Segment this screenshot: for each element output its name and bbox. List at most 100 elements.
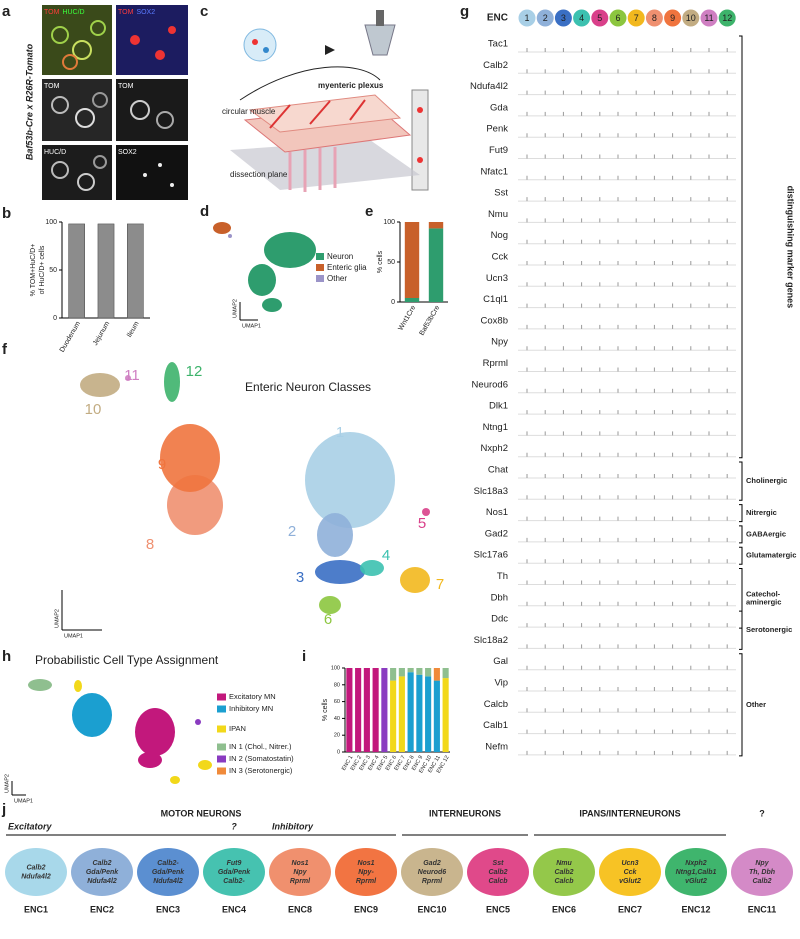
marker-line: Nmu: [556, 860, 572, 867]
y-tick-label: 0: [53, 315, 57, 322]
cluster-label: 12: [186, 363, 203, 380]
class-badge-label: 1: [524, 13, 529, 23]
dissection-plane: [230, 140, 420, 190]
cell: [75, 108, 95, 128]
marker-line: Ntng1,Calb1: [676, 869, 717, 876]
class-cell: [731, 848, 793, 896]
legend-label: Inhibitory MN: [229, 704, 273, 713]
marker-line: Ndufa4l2: [153, 878, 183, 885]
group-bracket: [739, 504, 743, 523]
y-tick-label: 40: [334, 716, 340, 722]
gene-label: Nos1: [486, 507, 508, 518]
cell: [417, 107, 423, 113]
group-label: Nitrergic: [746, 508, 777, 517]
panel-h-umap: [28, 679, 212, 784]
cluster-label: 9: [158, 456, 166, 473]
cluster: [264, 232, 316, 268]
marker-line: Neurod6: [418, 869, 447, 876]
cluster: [305, 432, 395, 528]
umap-axis-label: UMAP1: [14, 798, 33, 804]
cluster: [315, 560, 365, 584]
cluster-label: 3: [296, 569, 304, 586]
umap-axis-label: UMAP1: [64, 633, 83, 639]
gene-label: Slc17a6: [474, 550, 508, 561]
channel-label: HUC/D: [44, 149, 66, 156]
group-label: Cholinergic: [746, 476, 787, 485]
gene-label: Fut9: [489, 145, 508, 156]
cluster: [74, 680, 82, 692]
bar-segment: [425, 668, 432, 677]
group-label: Glutamatergic: [746, 551, 796, 560]
marker-line: Calcb: [554, 878, 574, 885]
y-axis-label: % TOM+HuC/D+: [30, 244, 37, 297]
cell: [92, 92, 108, 108]
legend-swatch: [217, 755, 226, 763]
class-badge: [627, 9, 645, 27]
bar-segment: [425, 676, 432, 752]
class-label: ENC8: [288, 904, 312, 914]
cluster: [213, 222, 231, 234]
panel-letter: b: [2, 205, 11, 222]
cluster: [422, 508, 430, 516]
y-tick-label: 80: [334, 682, 340, 688]
group-bracket: [739, 568, 743, 629]
panel-letter: i: [302, 648, 306, 665]
gene-label: Neurod6: [472, 379, 508, 390]
nucleus: [130, 35, 140, 45]
x-tick-label: Baf53bCre: [419, 304, 442, 337]
sorter: [364, 24, 396, 56]
marker-line: Calb2: [752, 878, 771, 885]
cell: [51, 96, 69, 114]
class-badge: [645, 9, 663, 27]
marker-line: Nos1: [291, 860, 308, 867]
gene-label: Rprml: [483, 358, 508, 369]
gene-label: Vip: [494, 678, 508, 689]
marker-line: Calb2: [92, 860, 111, 867]
group-label: aminergic: [746, 597, 781, 606]
umap-axis-label: UMAP2: [232, 299, 238, 318]
bar: [97, 223, 115, 319]
marker-line: Cck: [624, 869, 638, 876]
cluster: [319, 596, 341, 614]
class-badge: [554, 9, 572, 27]
marker-line: Gda/Penk: [86, 869, 119, 876]
legend-label: IN 2 (Somatostatin): [229, 754, 294, 763]
cluster: [160, 424, 220, 492]
cluster: [170, 776, 180, 784]
bar-segment: [404, 222, 420, 298]
y-tick-label: 50: [49, 267, 57, 274]
gene-label: Chat: [488, 465, 508, 476]
bar-segment: [346, 668, 353, 752]
micrograph: [116, 5, 188, 75]
subgroup-header: Inhibitory: [272, 821, 314, 831]
plexus-strands: [269, 99, 366, 129]
x-tick-label: Duodenum: [59, 320, 82, 353]
marker-line: Ucn3: [621, 860, 638, 867]
marker-line: Ndufa4l2: [87, 878, 117, 885]
bar-segment: [390, 680, 397, 752]
channel-label: SOX2: [118, 149, 137, 156]
class-label: ENC4: [222, 904, 246, 914]
cluster-label: 1: [336, 424, 344, 441]
header-label: ENC: [487, 13, 508, 24]
cluster-label: 7: [436, 576, 444, 593]
cluster: [228, 234, 232, 238]
bar-segment: [390, 668, 397, 681]
panel-letter: c: [200, 3, 208, 20]
cluster: [262, 298, 282, 312]
panel-title: Probabilistic Cell Type Assignment: [35, 653, 219, 667]
class-cell: [467, 848, 529, 896]
gene-label: Calcb: [484, 699, 508, 710]
legend-swatch: [217, 743, 226, 751]
class-badge-label: 7: [634, 13, 639, 23]
umap-axis-label: UMAP2: [4, 774, 10, 793]
marker-line: Nos1: [357, 860, 374, 867]
marker-line: Ndufa4l2: [21, 873, 51, 880]
marker-line: Calcb: [488, 878, 508, 885]
cluster: [360, 560, 384, 576]
gene-label: Ntng1: [483, 422, 508, 433]
cluster-label: 4: [382, 547, 390, 564]
y-tick-label: 100: [331, 665, 340, 671]
diagram-label: myenteric plexus: [318, 81, 384, 90]
panel-title: Enteric Neuron Classes: [245, 380, 371, 394]
